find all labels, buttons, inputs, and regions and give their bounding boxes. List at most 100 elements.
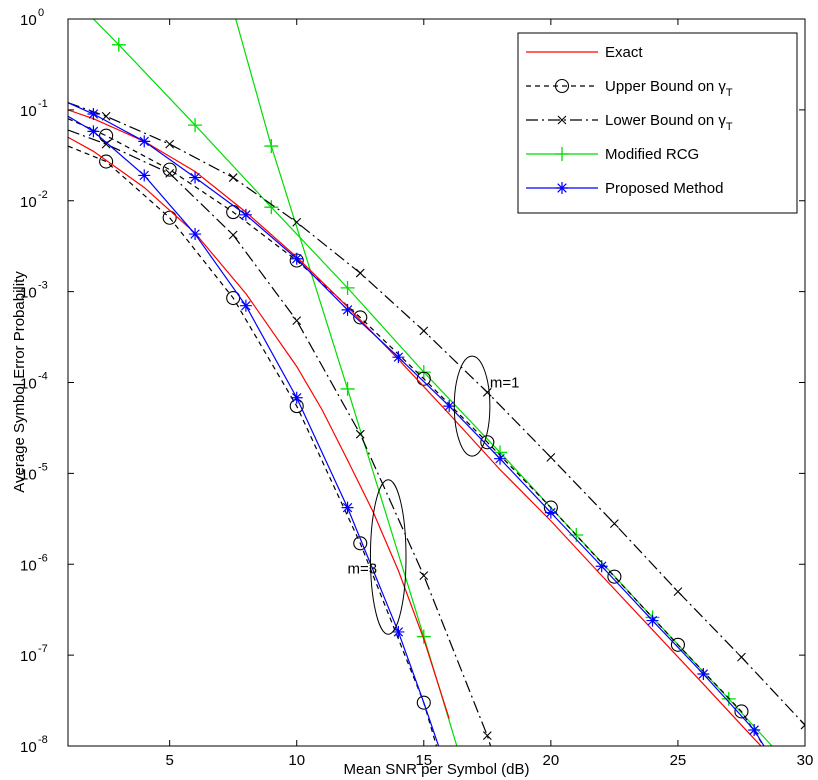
series-point-modified-rcg-m1 (188, 118, 203, 133)
series-point-upper-bound-on-t-m3 (416, 695, 431, 710)
series-proposed-method-m1 (68, 102, 765, 746)
series-point-proposed-method-m3 (189, 228, 202, 241)
series-point-upper-bound-on-t-m3 (162, 210, 177, 225)
y-tick-label: 10 -5 (20, 461, 48, 483)
series-point-modified-rcg-m3 (264, 139, 279, 154)
series-upper-bound-on-t-m3 (68, 145, 438, 746)
series-point-modified-rcg-m1 (111, 37, 126, 52)
y-tick-label-exponent: 0 (38, 7, 44, 19)
legend: Exact Upper Bound on γT Lower Bound on γT M… (517, 32, 798, 214)
series-point-proposed-method-m1 (290, 252, 303, 265)
y-tick-label: 10 -6 (20, 552, 48, 574)
series-point-upper-bound-on-t-m1 (353, 310, 368, 325)
series-line-upper-bound-on-t-m1 (68, 118, 765, 746)
series-point-proposed-method-m3 (392, 625, 405, 638)
legend-label-subscript: T (726, 87, 733, 99)
y-tick-label: 10 -3 (20, 280, 48, 302)
series-point-lower-bound-on-t-m1 (165, 139, 175, 149)
annotation-label-m-1: m=1 (490, 375, 520, 392)
series-point-proposed-method-m1 (138, 135, 151, 148)
series-point-lower-bound-on-t-m3 (419, 571, 429, 580)
series-point-lower-bound-on-t-m1 (800, 720, 805, 730)
series-point-lower-bound-on-t-m3 (482, 731, 492, 741)
series-point-proposed-method-m1 (392, 351, 405, 364)
series-point-lower-bound-on-t-m1 (355, 268, 365, 278)
annotation-label-m-3: m=3 (348, 560, 378, 577)
series-line-upper-bound-on-t-m3 (68, 145, 438, 746)
series-point-lower-bound-on-t-m1 (610, 519, 619, 529)
series-point-upper-bound-on-t-m1 (734, 704, 749, 719)
series-point-proposed-method-m1 (697, 667, 710, 680)
series-point-upper-bound-on-t-m1 (670, 637, 685, 652)
series-point-upper-bound-on-t-m3 (353, 536, 368, 551)
legend-swatch-marker (555, 147, 569, 161)
series-point-upper-bound-on-t-m3 (99, 154, 114, 169)
legend-item-exact: Exact (526, 44, 643, 61)
series-point-lower-bound-on-t-m3 (292, 316, 302, 325)
series-point-proposed-method-m1 (595, 560, 608, 573)
legend-label: Modified RCG (605, 146, 699, 163)
series-point-proposed-method-m1 (748, 723, 761, 736)
series-point-modified-rcg-m1 (264, 200, 279, 215)
y-tick-label-exponent: -3 (38, 280, 48, 292)
x-tick-label: 5 (165, 752, 173, 769)
series-point-lower-bound-on-t-m1 (546, 452, 556, 462)
y-tick-label-base: 10 (20, 12, 37, 29)
annotation-layer: m=1 m=3 (348, 355, 520, 635)
y-tick-label-base: 10 (20, 103, 37, 120)
series-point-lower-bound-on-t-m1 (228, 173, 238, 182)
series-point-proposed-method-m1 (87, 108, 100, 121)
series-point-modified-rcg-m3 (340, 381, 355, 396)
series-point-upper-bound-on-t-m1 (416, 371, 431, 386)
y-tick-label: 10 -8 (20, 734, 48, 756)
y-tick-label-base: 10 (20, 376, 37, 393)
series-point-proposed-method-m3 (87, 125, 100, 138)
series-point-lower-bound-on-t-m1 (292, 217, 302, 227)
series-point-proposed-method-m1 (544, 506, 557, 519)
series-point-proposed-method-m3 (239, 299, 252, 312)
legend-swatch-marker (557, 115, 567, 125)
x-tick-label: 30 (797, 752, 814, 769)
x-tick-label: 15 (415, 752, 432, 769)
series-point-proposed-method-m3 (290, 391, 303, 404)
series-exact-m3 (68, 136, 450, 719)
series-point-proposed-method-m3 (138, 169, 151, 182)
legend-item-proposed-method: Proposed Method (526, 180, 723, 197)
y-tick-label: 10 -4 (20, 371, 48, 393)
legend-swatch-marker (556, 182, 568, 194)
legend-item-upper-bound-on-t: Upper Bound on γT (526, 78, 733, 99)
series-line-proposed-method-m3 (68, 115, 440, 746)
legend-label: Lower Bound on γT (605, 112, 733, 133)
x-axis-label: Mean SNR per Symbol (dB) (344, 761, 530, 778)
series-point-proposed-method-m1 (239, 208, 252, 221)
series-point-modified-rcg-m1 (340, 280, 355, 295)
y-tick-label-exponent: -4 (38, 371, 48, 383)
y-tick-label: 10 -1 (20, 98, 48, 120)
y-tick-label-base: 10 (20, 739, 37, 756)
annotation-ellipse-m-1 (453, 355, 491, 457)
series-point-upper-bound-on-t-m1 (607, 569, 622, 584)
legend-label-subscript: T (726, 121, 733, 133)
series-point-upper-bound-on-t-m3 (226, 290, 241, 306)
legend-label: Proposed Method (605, 180, 723, 197)
series-line-exact-m3 (68, 136, 450, 719)
series-point-proposed-method-m1 (189, 171, 202, 184)
series-proposed-method-m3 (68, 115, 440, 746)
series-point-proposed-method-m1 (341, 303, 354, 316)
series-point-lower-bound-on-t-m1 (737, 652, 746, 662)
y-tick-label-base: 10 (20, 194, 37, 211)
x-tick-label: 25 (670, 752, 687, 769)
series-point-proposed-method-m1 (494, 452, 507, 465)
annotation-ellipse-m-3 (369, 479, 407, 635)
y-tick-label-exponent: -7 (38, 643, 48, 655)
x-tick-label: 20 (543, 752, 560, 769)
series-point-proposed-method-m3 (341, 501, 354, 514)
legend-label: Upper Bound on γT (605, 78, 733, 99)
y-tick-label-base: 10 (20, 285, 37, 302)
y-axis-label: Average Symbol Error Probability (11, 271, 28, 493)
x-tick-label: 10 (288, 752, 305, 769)
series-point-lower-bound-on-t-m1 (482, 387, 492, 397)
series-lower-bound-on-t-m3 (68, 129, 492, 746)
series-point-lower-bound-on-t-m1 (673, 587, 683, 596)
